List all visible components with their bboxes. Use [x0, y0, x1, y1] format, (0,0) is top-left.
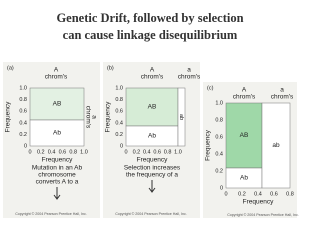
- x-tick-label: 0.8: [69, 149, 77, 155]
- x-tick-label: 0.4: [48, 149, 56, 155]
- x-tick-label: 0: [28, 149, 31, 155]
- y-tick-label: 0: [220, 185, 223, 191]
- x-tick-label: 0.8: [164, 149, 172, 155]
- x-tick-label: 0.8: [286, 191, 294, 197]
- caption-line: Mutation in an Ab: [32, 165, 83, 172]
- y-tick-label: 1.0: [215, 100, 223, 106]
- column-header: chrom's: [271, 94, 294, 101]
- region-label: Ab: [240, 175, 248, 182]
- column-header: a: [187, 67, 191, 74]
- y-tick-label: 0.4: [215, 151, 223, 157]
- y-axis-title: Frequency: [105, 101, 112, 132]
- y-tick-label: 0.2: [19, 132, 27, 138]
- x-tick-label: 0.4: [143, 149, 151, 155]
- region-label: Ab: [53, 130, 61, 137]
- region-label: ab: [178, 114, 184, 120]
- panel-label: (c): [207, 85, 214, 91]
- y-tick-label: 0.6: [19, 109, 27, 115]
- region: [261, 102, 291, 189]
- arrow: [53, 187, 61, 200]
- region-label: AB: [53, 101, 62, 108]
- y-tick-label: 1.0: [115, 85, 123, 91]
- copyright: Copyright © 2004 Pearson Prentice Hall, …: [15, 212, 87, 216]
- y-axis-title: Frequency: [205, 129, 212, 160]
- column-header: a: [280, 87, 284, 94]
- region: [29, 119, 85, 147]
- x-tick-label: 0.6: [270, 191, 278, 197]
- region: [29, 87, 85, 121]
- region: [125, 87, 179, 127]
- y-tick-label: 0.2: [215, 168, 223, 174]
- column-header: A: [242, 87, 247, 94]
- x-tick-label: 0.4: [254, 191, 262, 197]
- column-header: A: [54, 67, 59, 74]
- x-tick-label: 0.2: [37, 149, 45, 155]
- caption-line: Selection increases: [124, 165, 181, 172]
- y-tick-label: 0.8: [19, 97, 27, 103]
- column-header: a: [90, 115, 97, 119]
- region: [177, 87, 186, 147]
- region-label: AB: [148, 104, 157, 111]
- column-header: A: [150, 67, 155, 74]
- column-header: chrom's: [178, 74, 201, 81]
- x-tick-label: 0.2: [238, 191, 246, 197]
- y-tick-label: 0.8: [215, 117, 223, 123]
- x-tick-label: 0.2: [133, 149, 141, 155]
- y-tick-label: 0.6: [115, 109, 123, 115]
- caption-line: the frequency of a: [126, 172, 178, 179]
- y-tick-label: 0.6: [215, 134, 223, 140]
- column-header: chrom's: [45, 74, 68, 81]
- panel-label: (b): [107, 65, 114, 71]
- y-tick-label: 0.4: [19, 120, 27, 126]
- column-header: chrom's: [233, 94, 256, 101]
- region-label: Ab: [148, 133, 156, 140]
- title-line: can cause linkage disequilibrium: [63, 28, 238, 42]
- x-tick-label: 0: [224, 191, 227, 197]
- caption-line: chromosome: [38, 172, 76, 179]
- copyright: Copyright © 2004 Pearson Prentice Hall, …: [227, 213, 299, 217]
- x-tick-label: 0.6: [153, 149, 161, 155]
- y-tick-label: 0.2: [115, 132, 123, 138]
- y-tick-label: 0: [120, 143, 123, 149]
- x-axis-title: Frequency: [42, 157, 73, 164]
- region: [225, 102, 263, 169]
- title-line: Genetic Drift, followed by selection: [56, 11, 243, 25]
- region-label: AB: [240, 132, 249, 139]
- y-tick-label: 0.8: [115, 97, 123, 103]
- x-tick-label: 1.0: [80, 149, 88, 155]
- column-header: chrom's: [84, 106, 91, 129]
- y-tick-label: 1.0: [19, 85, 27, 91]
- panel-label: (a): [7, 65, 14, 71]
- x-tick-label: 1.0: [174, 149, 182, 155]
- y-tick-label: 0: [24, 143, 27, 149]
- column-header: chrom's: [141, 74, 164, 81]
- y-tick-label: 0.4: [115, 120, 123, 126]
- y-axis-title: Frequency: [5, 101, 12, 132]
- slide: Genetic Drift, followed by selection can…: [3, 10, 299, 218]
- x-axis-title: Frequency: [243, 199, 274, 206]
- caption-line: converts A to a: [36, 179, 79, 186]
- arrow: [148, 180, 156, 193]
- region-label: ab: [272, 142, 280, 149]
- x-tick-label: 0: [124, 149, 127, 155]
- x-tick-label: 0.6: [59, 149, 67, 155]
- copyright: Copyright © 2004 Pearson Prentice Hall, …: [115, 212, 187, 216]
- x-axis-title: Frequency: [137, 157, 168, 164]
